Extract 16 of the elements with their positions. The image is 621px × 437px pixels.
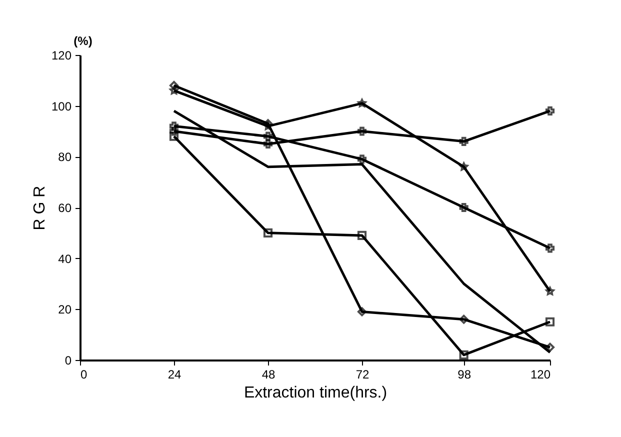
y-tick-label: 60 [58,201,72,215]
x-axis-title: Extraction time(hrs.) [244,384,388,402]
x-tick-label: 0 [80,368,88,382]
text: (%) [74,34,92,48]
x-tick-label: 72 [356,368,370,382]
x-tick-label: 98 [458,368,472,382]
y-tick-label: 40 [58,252,72,266]
y-tick-label: 80 [58,150,72,164]
y-axis-title: R G R [31,186,48,230]
y-tick-label: 20 [58,302,72,317]
x-tick-label: 120 [530,368,551,382]
y-tick-label: 100 [51,99,72,114]
y-tick-label: 0 [64,354,72,368]
x-tick-label: 48 [262,368,276,382]
x-tick-label: 24 [168,368,182,382]
y-tick-label: 120 [51,48,72,62]
